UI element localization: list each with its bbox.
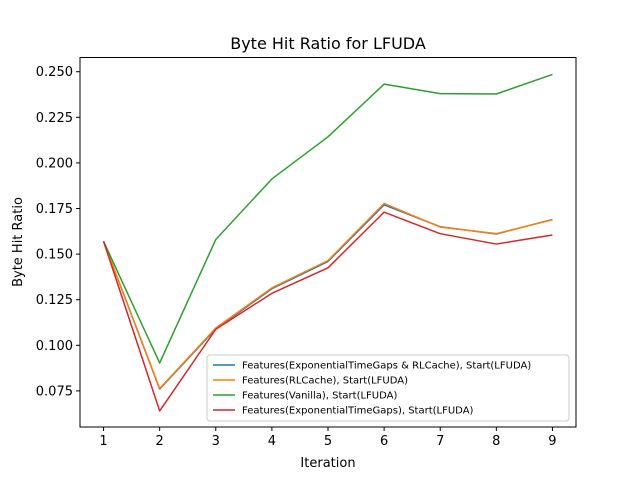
series-line-4 <box>102 211 553 412</box>
series-line-3 <box>102 73 553 364</box>
y-tick-label: 0.075 <box>36 384 73 399</box>
y-tick-label: 0.100 <box>36 339 73 354</box>
x-tick-label: 8 <box>492 434 500 449</box>
y-axis-label: Byte Hit Ratio <box>11 197 26 287</box>
x-tick-label: 7 <box>436 434 444 449</box>
x-tick-label: 2 <box>156 434 164 449</box>
legend-entry: Features(Vanilla), Start(LFUDA) <box>242 391 397 402</box>
x-tick-label: 4 <box>268 434 276 449</box>
legend-entry: Features(ExponentialTimeGaps & RLCache),… <box>242 361 531 372</box>
y-tick-label: 0.175 <box>36 202 73 217</box>
legend-entry: Features(ExponentialTimeGaps), Start(LFU… <box>242 406 474 417</box>
legend-entry: Features(RLCache), Start(LFUDA) <box>242 376 408 387</box>
legend: Features(ExponentialTimeGaps & RLCache),… <box>206 354 570 422</box>
x-tick-label: 6 <box>380 434 388 449</box>
x-axis: 1 2 3 4 5 6 7 8 9 <box>99 427 557 449</box>
y-tick-label: 0.225 <box>36 111 73 126</box>
series-line-2 <box>102 202 553 390</box>
y-axis: 0.075 0.100 0.125 0.150 0.175 0.200 0.225 0.250 <box>36 65 80 399</box>
x-tick-label: 5 <box>324 434 332 449</box>
y-tick-label: 0.250 <box>36 65 73 80</box>
x-tick-label: 3 <box>212 434 220 449</box>
x-tick-label: 1 <box>99 434 107 449</box>
x-axis-label: Iteration <box>300 456 355 471</box>
y-tick-label: 0.150 <box>36 248 73 263</box>
chart-title: Byte Hit Ratio for LFUDA <box>230 34 426 53</box>
x-tick-label: 9 <box>548 434 556 449</box>
legend-box <box>206 354 570 422</box>
plot-lines <box>102 73 553 412</box>
y-tick-label: 0.200 <box>36 156 73 171</box>
y-tick-label: 0.125 <box>36 293 73 308</box>
